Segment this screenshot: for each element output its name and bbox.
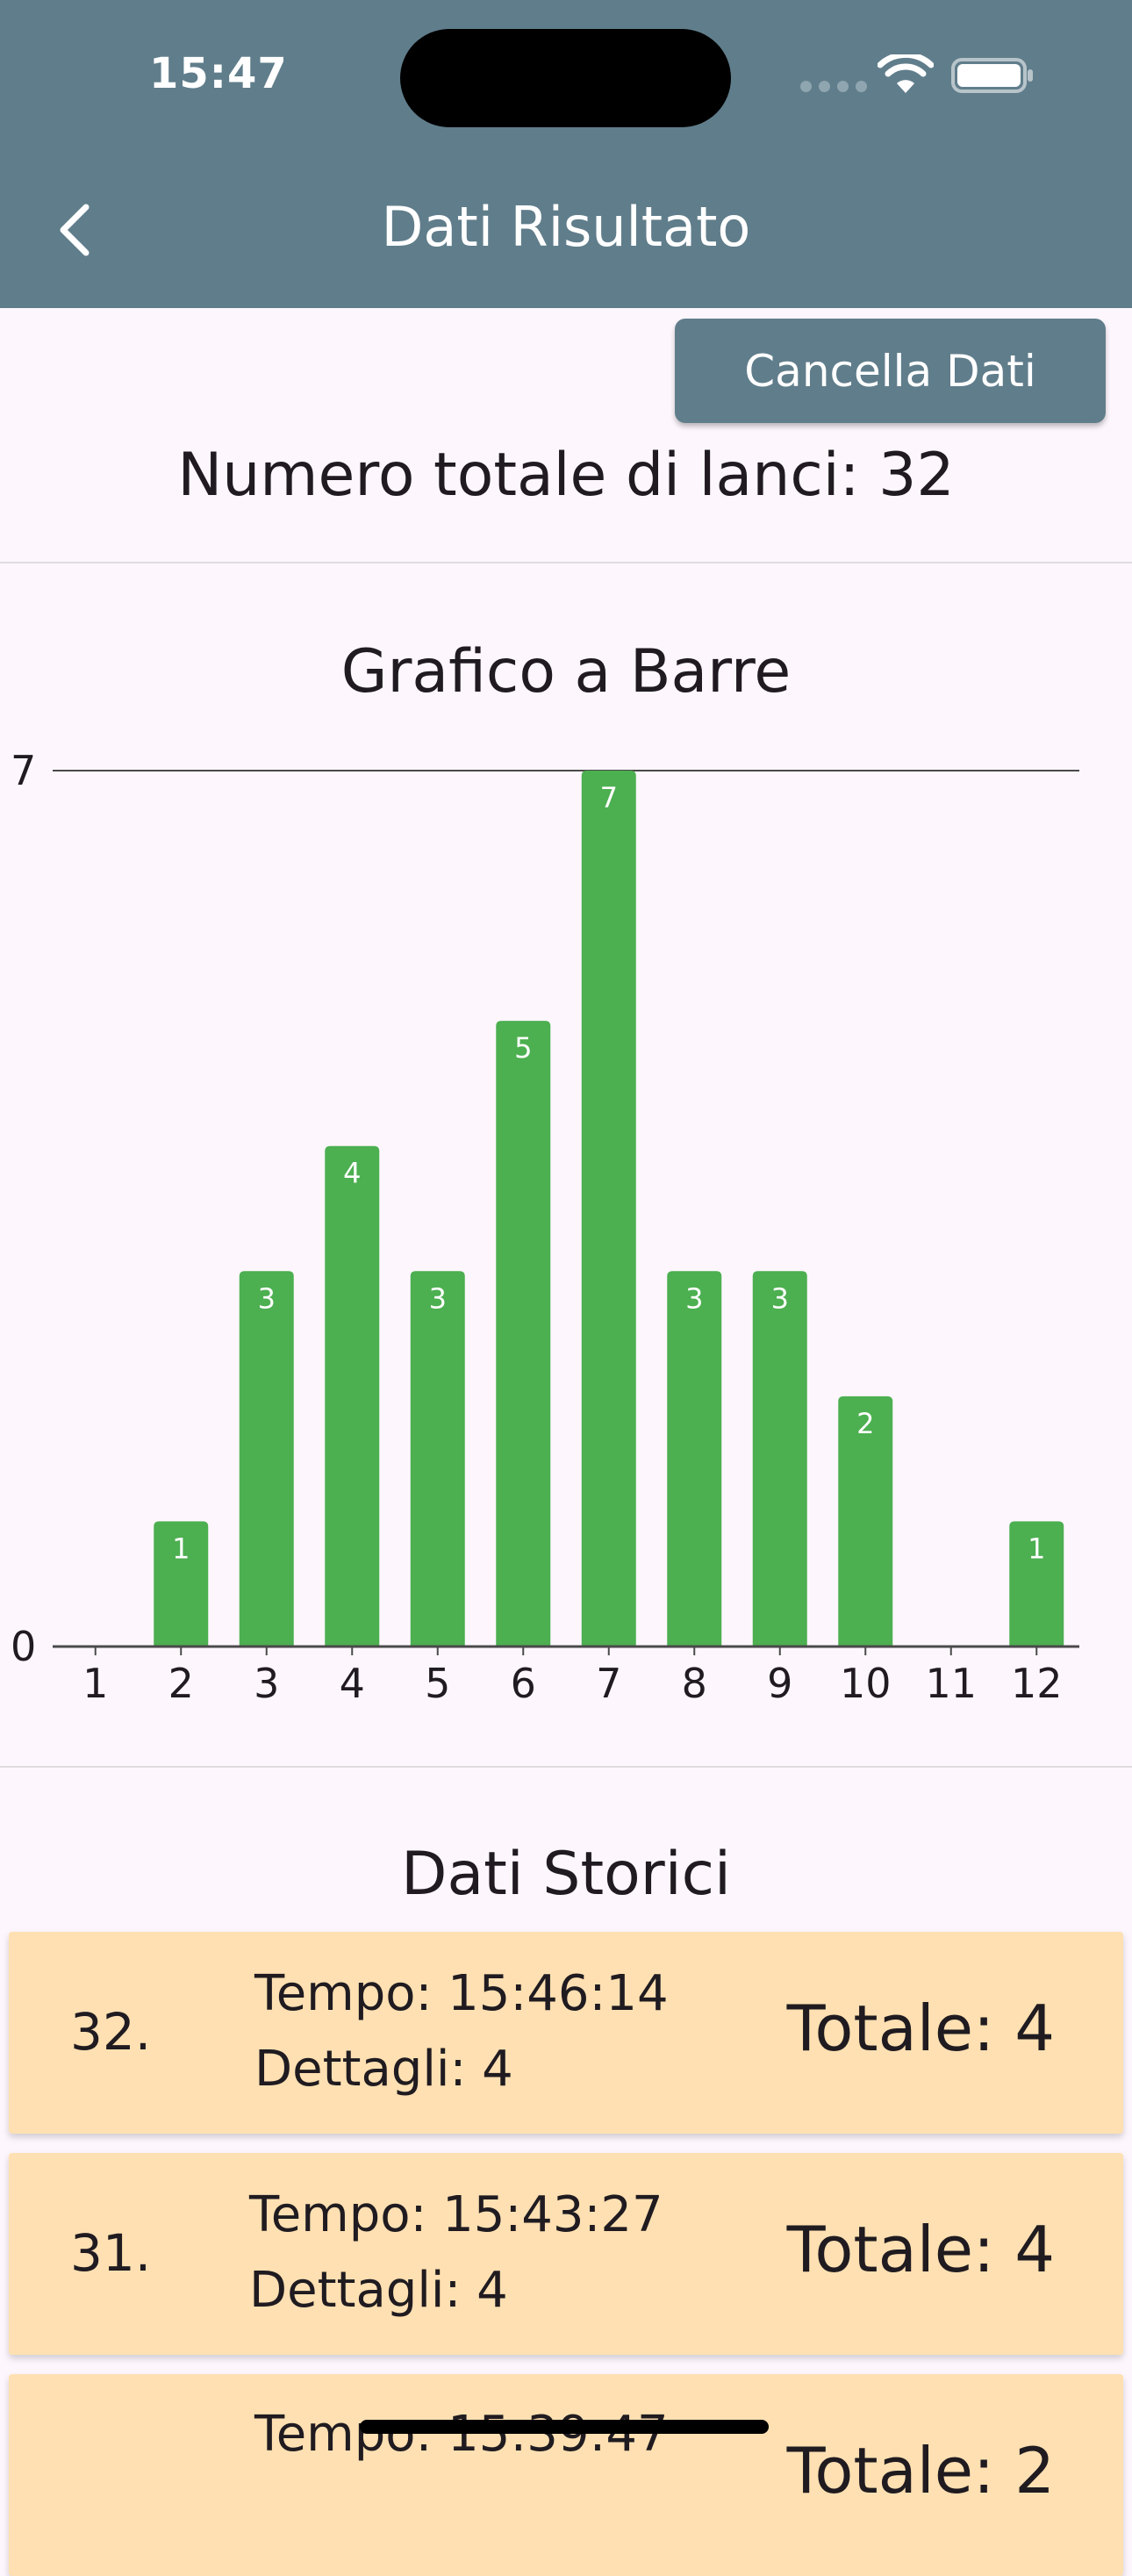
bar-value-label: 1 [172,1532,190,1565]
dynamic-island [400,29,731,127]
bar [239,1271,294,1647]
history-card[interactable]: 32. Tempo: 15:46:14 Dettagli: 4 Totale: … [9,1932,1123,2134]
divider [0,1766,1132,1768]
y-tick-label: 7 [11,747,36,794]
bar [667,1271,722,1647]
y-tick-label: 0 [11,1623,36,1670]
clear-data-button[interactable]: Cancella Dati [675,319,1106,423]
bar [154,1521,209,1647]
history-total: Totale: 4 [786,2213,1055,2286]
history-time: Tempo: 15:46:14 [254,1965,669,2022]
x-tick-label: 11 [925,1660,977,1707]
x-tick-label: 2 [168,1660,194,1707]
history-details: Dettagli: 4 [254,2041,513,2098]
back-button[interactable] [42,193,105,267]
history-index: 31. [70,2223,152,2283]
x-tick-label: 7 [596,1660,621,1707]
x-tick-label: 3 [254,1660,279,1707]
bar-value-label: 1 [1028,1532,1045,1565]
wifi-icon [878,54,934,93]
bar-value-label: 3 [258,1281,276,1315]
battery-icon [951,58,1033,93]
history-index: 32. [70,2002,152,2062]
x-tick-label: 12 [1011,1660,1063,1707]
history-time: Tempo: 15:39:47 [254,2406,669,2463]
chevron-left-icon [60,204,90,256]
bar [838,1396,893,1647]
bar [1009,1521,1064,1647]
x-tick-label: 9 [767,1660,792,1707]
bar-value-label: 4 [343,1157,361,1190]
x-tick-label: 8 [682,1660,707,1707]
history-card[interactable]: 31. Tempo: 15:43:27 Dettagli: 4 Totale: … [9,2153,1123,2355]
x-tick-label: 5 [425,1660,450,1707]
page-title: Dati Risultato [381,195,751,259]
bar-value-label: 2 [856,1407,874,1440]
bar-value-label: 5 [514,1031,532,1065]
bar-value-label: 3 [771,1281,789,1315]
bar [325,1145,380,1647]
cellular-signal-icon [800,81,867,92]
x-tick-label: 6 [511,1660,536,1707]
bar-value-label: 3 [429,1281,447,1315]
history-title: Dati Storici [401,1840,731,1909]
total-throws-text: Numero totale di lanci: 32 [177,441,955,510]
bar [496,1021,551,1647]
x-tick-label: 1 [82,1660,108,1707]
bar [752,1271,807,1647]
bar-value-label: 3 [685,1281,703,1315]
status-bar-time: 15:47 [149,49,288,98]
history-card[interactable]: Tempo: 15:39:47 Totale: 2 [9,2374,1123,2576]
app-bar: 15:47 Dati Risultato [0,0,1132,308]
x-tick-label: 10 [840,1660,892,1707]
bar-value-label: 7 [600,781,618,814]
home-indicator [360,2420,769,2434]
history-details: Dettagli: 4 [249,2262,508,2319]
history-time: Tempo: 15:43:27 [249,2186,663,2243]
divider [0,562,1132,563]
chart-title: Grafico a Barre [340,637,792,707]
bar [410,1271,465,1647]
bar [581,771,636,1647]
history-total: Totale: 2 [786,2434,1055,2508]
history-total: Totale: 4 [786,1991,1055,2065]
x-tick-label: 4 [340,1660,365,1707]
